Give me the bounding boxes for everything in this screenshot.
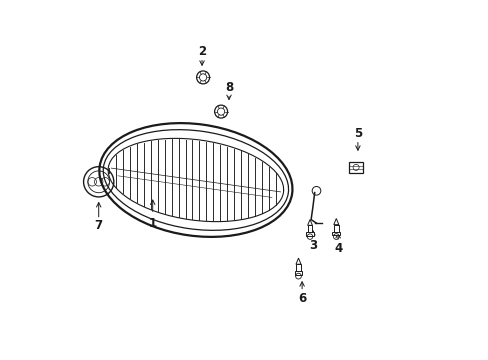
Text: 5: 5 (353, 127, 361, 140)
Bar (305, 232, 313, 235)
Bar (307, 225, 312, 233)
Text: 2: 2 (198, 45, 205, 58)
Polygon shape (295, 258, 301, 264)
Bar (295, 264, 301, 272)
Text: 6: 6 (297, 292, 305, 305)
Text: 3: 3 (308, 239, 316, 252)
Text: 8: 8 (224, 81, 233, 94)
Text: 4: 4 (333, 242, 342, 255)
Polygon shape (333, 219, 338, 225)
Text: 1: 1 (148, 217, 157, 230)
Bar (294, 271, 302, 275)
Polygon shape (307, 220, 312, 225)
Bar (333, 225, 338, 233)
Ellipse shape (109, 139, 282, 221)
Text: 7: 7 (95, 219, 102, 232)
Bar (332, 232, 340, 235)
Bar (348, 162, 363, 173)
